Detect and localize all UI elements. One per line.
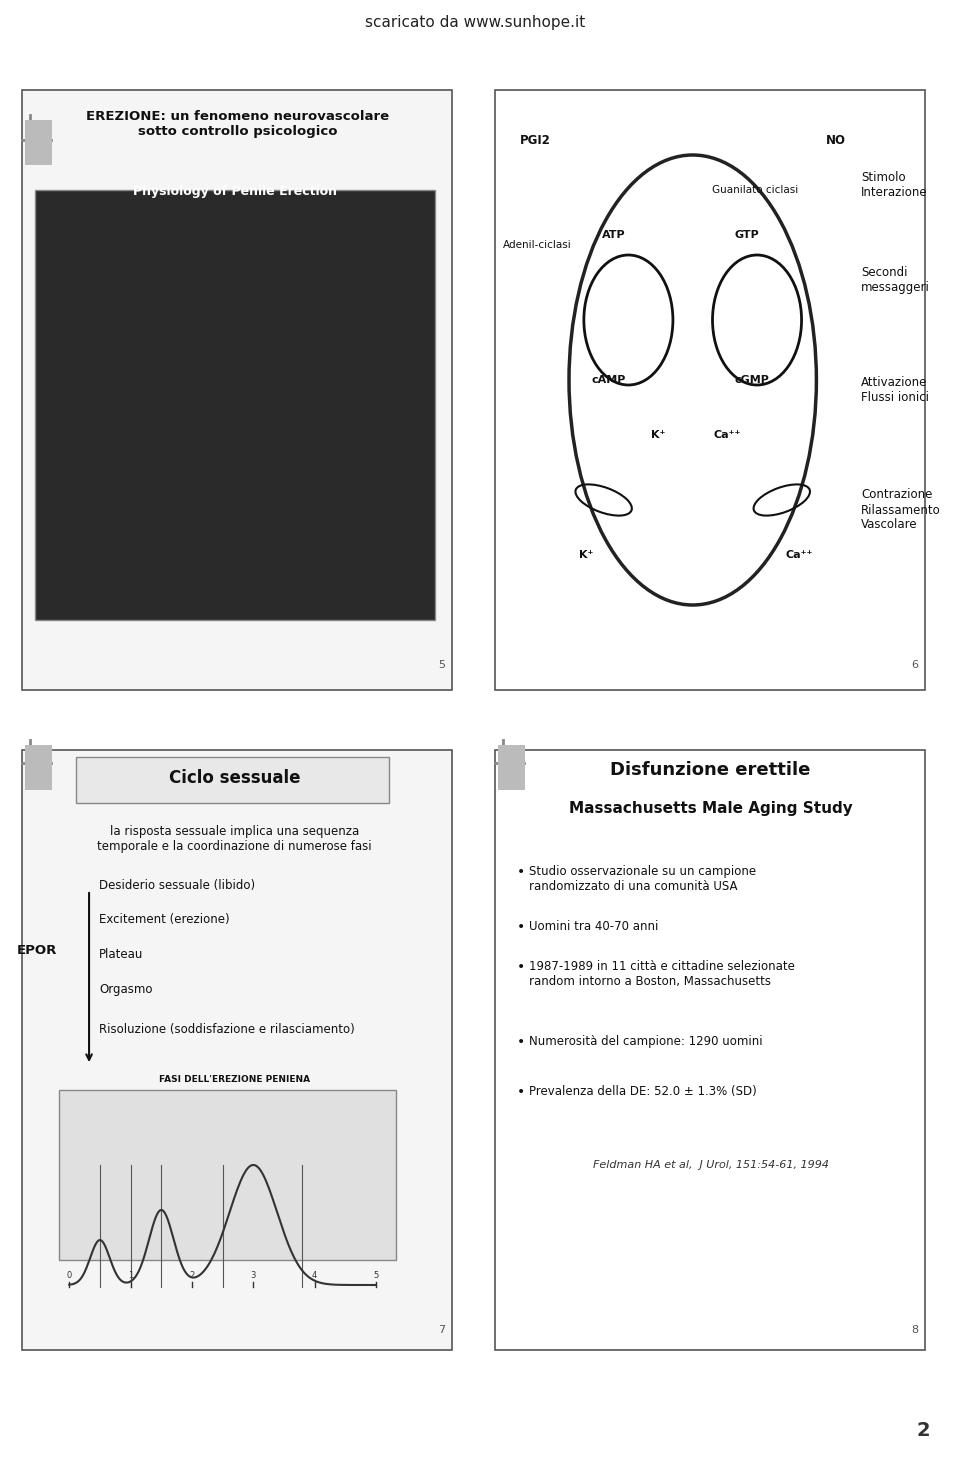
Text: EPOR: EPOR	[16, 943, 57, 956]
Text: la risposta sessuale implica una sequenza
temporale e la coordinazione di numero: la risposta sessuale implica una sequenz…	[97, 825, 372, 853]
Text: Prevalenza della DE: 52.0 ± 1.3% (SD): Prevalenza della DE: 52.0 ± 1.3% (SD)	[529, 1085, 757, 1098]
Text: Desiderio sessuale (libido): Desiderio sessuale (libido)	[99, 879, 255, 892]
Text: Guanilato ciclasi: Guanilato ciclasi	[712, 185, 799, 196]
Text: NO: NO	[827, 133, 847, 146]
Text: Stimolo
Interazione: Stimolo Interazione	[861, 171, 927, 199]
Text: K⁺: K⁺	[651, 431, 665, 439]
Text: 1: 1	[128, 1270, 133, 1279]
Text: •: •	[516, 1085, 525, 1099]
Text: 1987-1989 in 11 città e cittadine selezionate
random intorno a Boston, Massachus: 1987-1989 in 11 città e cittadine selezi…	[529, 961, 795, 988]
Text: Risoluzione (soddisfazione e rilasciamento): Risoluzione (soddisfazione e rilasciamen…	[99, 1023, 354, 1037]
Text: Ca⁺⁺: Ca⁺⁺	[713, 431, 741, 439]
Bar	[35, 190, 436, 620]
Text: 4: 4	[312, 1270, 318, 1279]
FancyBboxPatch shape	[494, 91, 925, 691]
Text: Contrazione
Rilassamento
Vascolare: Contrazione Rilassamento Vascolare	[861, 489, 941, 531]
Text: 0: 0	[66, 1270, 72, 1279]
Bar	[60, 1091, 396, 1260]
Text: 3: 3	[251, 1270, 256, 1279]
Text: •: •	[516, 920, 525, 934]
Text: Massachusetts Male Aging Study: Massachusetts Male Aging Study	[568, 800, 852, 816]
Text: 8: 8	[911, 1326, 919, 1334]
Text: ATP: ATP	[602, 231, 625, 239]
Text: Studio osservazionale su un campione
randomizzato di una comunità USA: Studio osservazionale su un campione ran…	[529, 864, 756, 894]
Text: 7: 7	[438, 1326, 445, 1334]
Text: 5: 5	[373, 1270, 378, 1279]
FancyBboxPatch shape	[22, 91, 452, 691]
Text: 2: 2	[189, 1270, 195, 1279]
Text: 6: 6	[911, 660, 919, 670]
Bar	[25, 120, 53, 165]
Text: Ciclo sessuale: Ciclo sessuale	[169, 769, 300, 787]
Text: Physiology of Penile Erection: Physiology of Penile Erection	[132, 185, 337, 199]
Text: •: •	[516, 961, 525, 974]
Text: Orgasmo: Orgasmo	[99, 984, 153, 997]
Bar	[25, 745, 53, 790]
FancyBboxPatch shape	[494, 750, 925, 1350]
Text: PGI2: PGI2	[519, 133, 550, 146]
FancyBboxPatch shape	[22, 750, 452, 1350]
Text: cAMP: cAMP	[591, 375, 626, 385]
Text: EREZIONE: un fenomeno neurovascolare
sotto controllo psicologico: EREZIONE: un fenomeno neurovascolare sot…	[86, 110, 389, 139]
Text: Plateau: Plateau	[99, 949, 143, 962]
Text: cGMP: cGMP	[734, 375, 770, 385]
Text: 2: 2	[917, 1421, 930, 1440]
Text: 5: 5	[439, 660, 445, 670]
Text: Disfunzione erettile: Disfunzione erettile	[611, 761, 810, 780]
Text: Adenil-ciclasi: Adenil-ciclasi	[503, 239, 571, 250]
Text: K⁺: K⁺	[579, 550, 593, 561]
Text: scaricato da www.sunhope.it: scaricato da www.sunhope.it	[365, 15, 586, 29]
Text: Numerosità del campione: 1290 uomini: Numerosità del campione: 1290 uomini	[529, 1035, 763, 1048]
Text: GTP: GTP	[734, 231, 759, 239]
Text: Excitement (erezione): Excitement (erezione)	[99, 914, 229, 927]
Text: •: •	[516, 864, 525, 879]
Text: Attivazione
Flussi ionici: Attivazione Flussi ionici	[861, 377, 929, 404]
Bar	[498, 745, 525, 790]
FancyBboxPatch shape	[76, 756, 389, 803]
Text: FASI DELL'EREZIONE PENIENA: FASI DELL'EREZIONE PENIENA	[159, 1075, 310, 1083]
Text: Feldman HA et al,  J Urol, 151:54-61, 1994: Feldman HA et al, J Urol, 151:54-61, 199…	[592, 1161, 828, 1169]
Text: Ca⁺⁺: Ca⁺⁺	[786, 550, 813, 561]
Text: Secondi
messaggeri: Secondi messaggeri	[861, 266, 930, 293]
Text: Uomini tra 40-70 anni: Uomini tra 40-70 anni	[529, 920, 659, 933]
Text: •: •	[516, 1035, 525, 1048]
